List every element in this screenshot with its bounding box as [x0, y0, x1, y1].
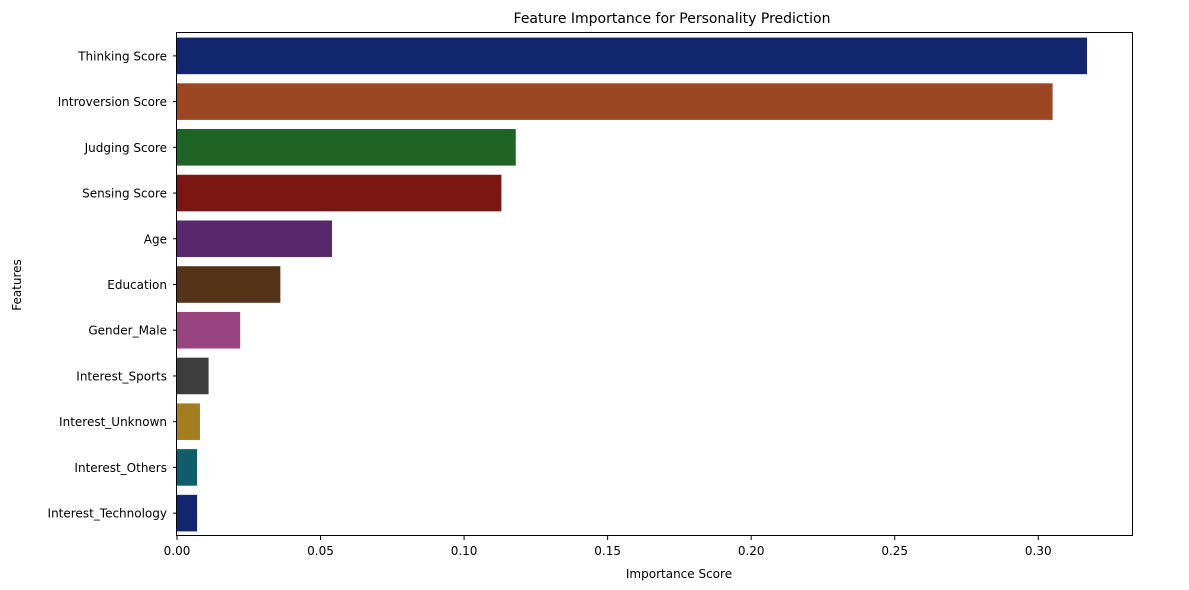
bar-interest-unknown — [177, 403, 200, 440]
chart-title: Feature Importance for Personality Predi… — [514, 11, 831, 27]
bars-group — [177, 37, 1088, 532]
x-tick-label: 0.30 — [1025, 544, 1052, 558]
y-tick-label: Interest_Others — [74, 461, 167, 475]
x-axis-ticks: 0.00 0.05 0.10 0.15 0.20 0.25 0.30 — [164, 536, 1052, 558]
bar-gender-male — [177, 311, 241, 349]
y-tick-label: Sensing Score — [82, 187, 167, 201]
y-tick-label: Interest_Technology — [48, 507, 167, 521]
x-tick-label: 0.15 — [594, 544, 621, 558]
x-axis-label: Importance Score — [626, 567, 732, 581]
x-tick-label: 0.25 — [881, 544, 908, 558]
y-tick-label: Judging Score — [84, 141, 167, 155]
x-tick-label: 0.00 — [164, 544, 191, 558]
y-axis-label: Features — [10, 259, 24, 311]
bar-sensing-score — [177, 174, 502, 212]
plot-frame — [176, 32, 1133, 536]
x-tick-label: 0.20 — [738, 544, 765, 558]
bar-interest-technology — [177, 494, 198, 532]
bar-interest-others — [177, 449, 198, 486]
y-tick-label: Introversion Score — [58, 95, 167, 109]
y-tick-label: Education — [107, 278, 167, 292]
x-tick-label: 0.10 — [451, 544, 478, 558]
bar-education — [177, 266, 281, 303]
bar-introversion-score — [177, 83, 1053, 120]
y-tick-label: Age — [144, 232, 167, 246]
y-tick-label: Interest_Unknown — [59, 415, 167, 429]
y-tick-label: Gender_Male — [88, 324, 167, 338]
y-tick-label: Interest_Sports — [76, 369, 167, 383]
x-tick-label: 0.05 — [307, 544, 334, 558]
bar-interest-sports — [177, 357, 209, 395]
bar-thinking-score — [177, 37, 1088, 75]
bar-judging-score — [177, 129, 516, 166]
y-axis-ticks: Thinking Score Introversion Score Judging … — [48, 49, 177, 521]
bar-age — [177, 220, 333, 258]
y-tick-label: Thinking Score — [77, 49, 167, 63]
